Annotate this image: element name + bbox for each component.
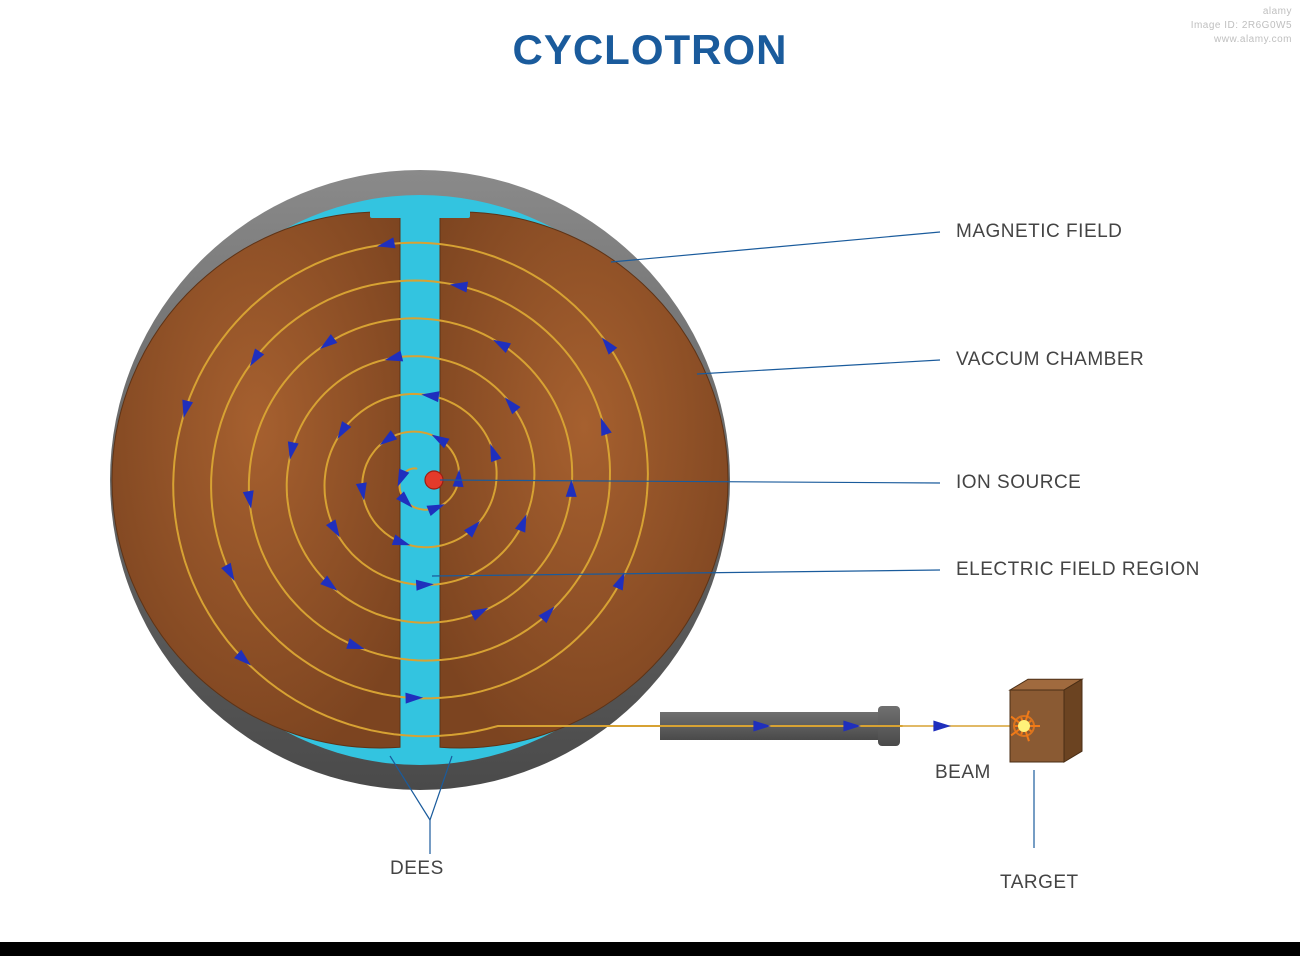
label-beam: BEAM: [935, 762, 991, 784]
label-electric-field-region: ELECTRIC FIELD REGION: [956, 559, 1200, 581]
label-magnetic-field: MAGNETIC FIELD: [956, 221, 1122, 243]
bottom-strip: [0, 942, 1300, 956]
watermark-code: Image ID: 2R6G0W5: [1191, 20, 1292, 31]
label-dees: DEES: [390, 858, 444, 880]
diagram-stage: [0, 0, 1300, 956]
label-ion-source: ION SOURCE: [956, 472, 1081, 494]
watermark-site: www.alamy.com: [1214, 34, 1292, 45]
label-vaccum-chamber: VACCUM CHAMBER: [956, 349, 1144, 371]
label-target: TARGET: [1000, 872, 1079, 894]
watermark-brand: alamy: [1263, 6, 1292, 17]
